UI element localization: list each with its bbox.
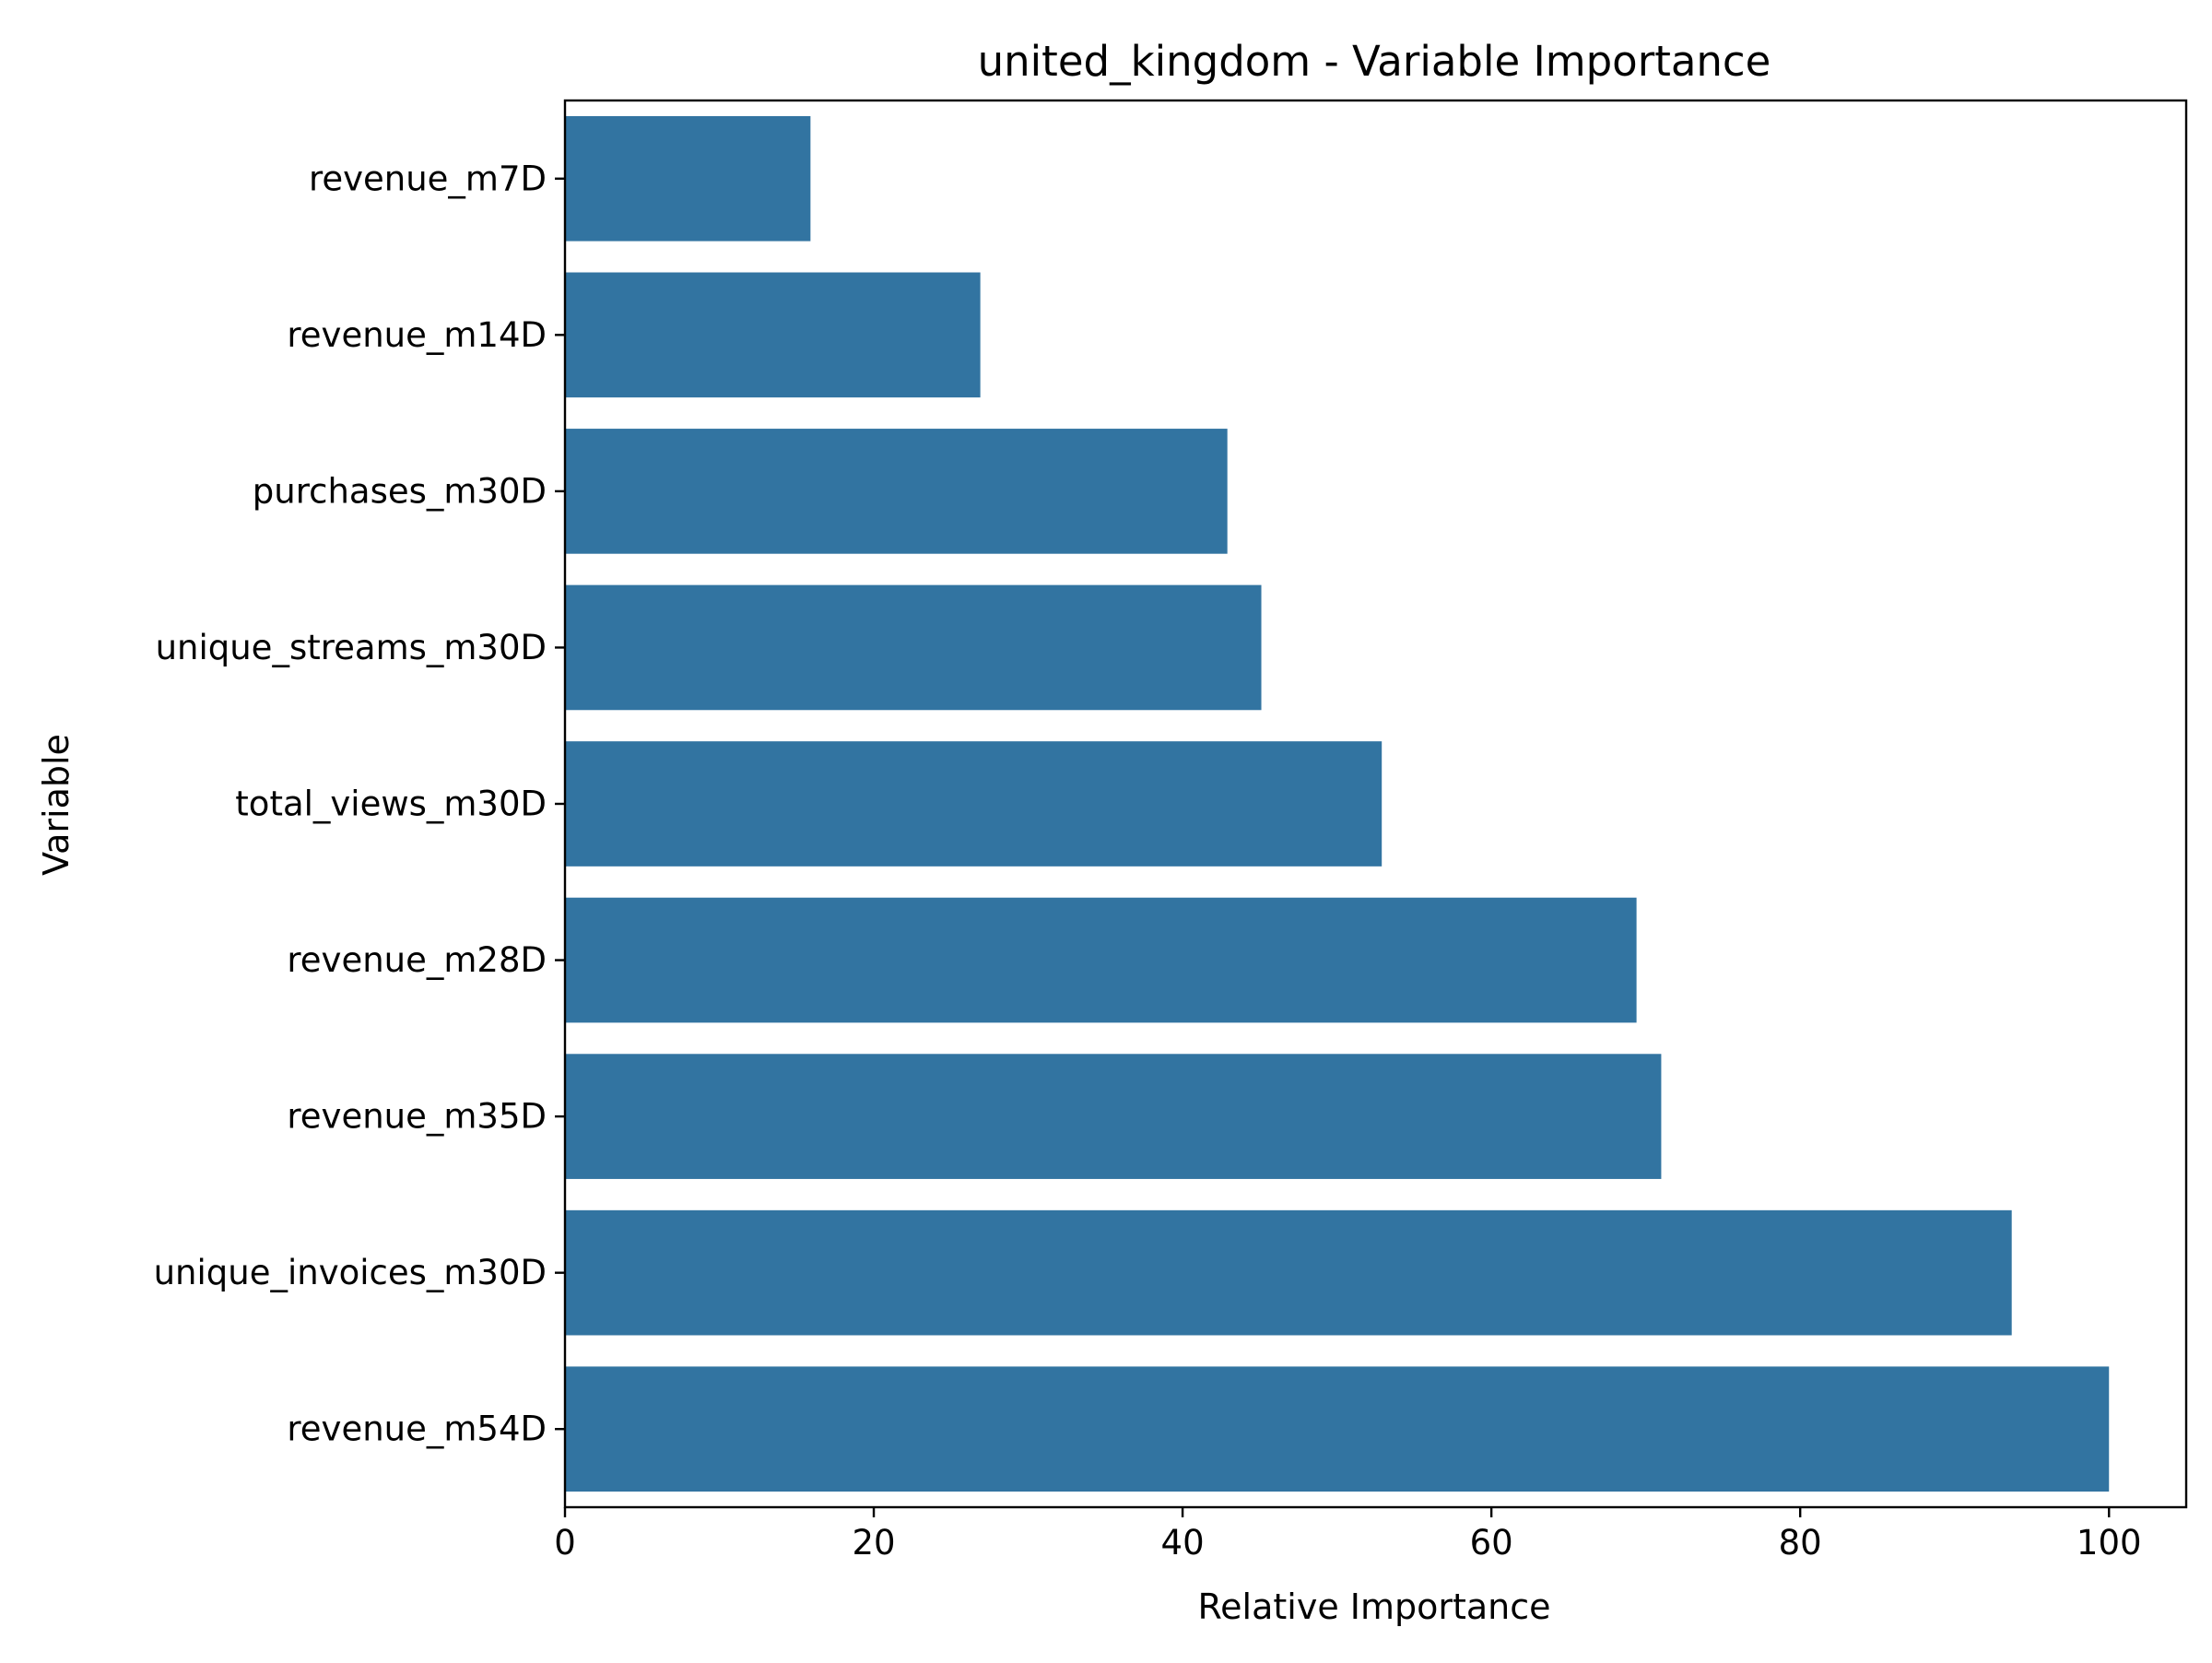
bar-revenue_m28D	[565, 897, 1637, 1023]
bar-total_views_m30D	[565, 741, 1382, 867]
y-tick-label: unique_streams_m30D	[156, 628, 547, 667]
bars-layer	[565, 115, 2110, 1492]
y-tick-label: revenue_m7D	[309, 159, 547, 198]
x-tick-label: 60	[1470, 1523, 1513, 1563]
y-axis-ticks: revenue_m7D revenue_m14D purchases_m30Duni…	[154, 159, 565, 1449]
y-tick-label: revenue_m28D	[287, 940, 547, 980]
y-tick-label: revenue_m14D	[287, 315, 547, 355]
y-axis-title: Variable	[36, 734, 76, 876]
bar-revenue_m7D	[565, 115, 811, 242]
x-tick-label: 40	[1161, 1523, 1205, 1563]
plot-frame	[563, 99, 2188, 1509]
x-axis-title: Relative Importance	[1197, 1586, 1550, 1627]
bar-purchases_m30D	[565, 429, 1228, 554]
bar-unique_streams_m30D	[565, 584, 1262, 711]
y-tick-label: revenue_m54D	[287, 1409, 547, 1449]
y-tick-label: unique_invoices_m30D	[154, 1253, 547, 1292]
y-tick-label: revenue_m35D	[287, 1097, 547, 1137]
x-tick-label: 80	[1779, 1523, 1822, 1563]
bar-revenue_m54D	[565, 1366, 2110, 1492]
x-tick-label: 100	[2077, 1523, 2142, 1563]
y-tick-label: total_views_m30D	[235, 784, 547, 824]
x-tick-label: 0	[554, 1523, 576, 1563]
x-tick-label: 20	[853, 1523, 896, 1563]
chart-title: united_kingdom - Variable Importance	[978, 37, 1771, 86]
bar-revenue_m35D	[565, 1054, 1662, 1179]
bar-revenue_m14D	[565, 272, 981, 398]
x-axis-ticks: 0 20 40 60 80 100	[554, 1507, 2142, 1563]
bar-unique_invoices_m30D	[565, 1209, 2012, 1336]
y-tick-label: purchases_m30D	[253, 471, 547, 511]
